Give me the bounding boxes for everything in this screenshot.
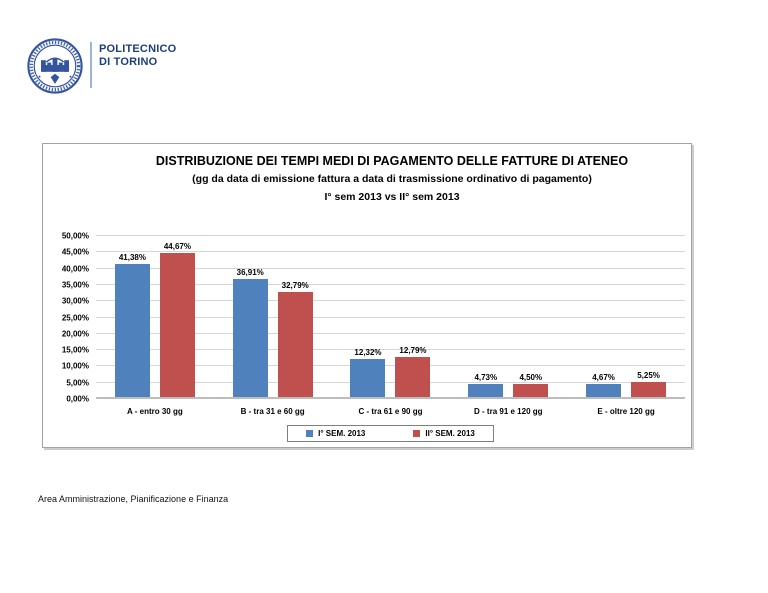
bar-group: 4,73% 4,50% D - tra 91 e 120 gg xyxy=(449,236,567,416)
bar-series-2 xyxy=(513,384,549,399)
legend-item: II° SEM. 2013 xyxy=(413,429,475,438)
bar-wrap: 5,25% xyxy=(631,371,667,399)
bar-wrap: 12,79% xyxy=(395,346,431,399)
y-tick-label: 30,00% xyxy=(61,296,89,306)
bar-wrap: 36,91% xyxy=(232,268,268,399)
legend-label: I° SEM. 2013 xyxy=(318,429,366,438)
logo-line2: DI TORINO xyxy=(99,55,158,68)
x-category-label: D - tra 91 e 120 gg xyxy=(474,407,543,416)
chart-title: DISTRIBUZIONE DEI TEMPI MEDI DI PAGAMENT… xyxy=(155,154,629,168)
x-category-label: A - entro 30 gg xyxy=(127,407,183,416)
bar-wrap: 44,67% xyxy=(159,242,195,399)
y-tick-label: 45,00% xyxy=(61,247,89,257)
logo-line1: POLITECNICO xyxy=(99,43,177,55)
bar-value-label: 41,38% xyxy=(118,253,146,263)
gridline xyxy=(96,300,685,302)
y-tick-label: 20,00% xyxy=(61,329,89,339)
chart-subtitle: (gg da data di emissione fattura a data … xyxy=(192,173,592,185)
y-tick-label: 5,00% xyxy=(66,378,89,388)
politecnico-seal-icon xyxy=(27,38,83,94)
plot-area: 0,00% 5,00% 10,00% 15,00% 20,00% 25,00% 30,00%… xyxy=(62,232,685,416)
bar-series-1 xyxy=(586,383,622,399)
politecnico-logo: POLITECNICO DI TORINO xyxy=(26,36,176,96)
bar-series-1 xyxy=(232,278,268,399)
bar-value-label: 4,50% xyxy=(519,373,543,383)
bar-group: 41,38% 44,67% A - entro 30 gg xyxy=(96,236,214,416)
bar-series-2 xyxy=(395,357,431,399)
bar-series-2 xyxy=(159,253,195,399)
chart-subtitle2: I° sem 2013 vs II° sem 2013 xyxy=(324,191,460,203)
footer-text: Area Amministrazione, Pianificazione e F… xyxy=(38,494,229,504)
bar-series-1 xyxy=(114,264,150,399)
bar-group: 36,91% 32,79% B - tra 31 e 60 gg xyxy=(214,236,332,416)
y-tick-label: 15,00% xyxy=(61,345,89,355)
y-tick-label: 35,00% xyxy=(61,280,89,290)
bar-value-label: 44,67% xyxy=(163,242,191,252)
bar-value-label: 36,91% xyxy=(236,267,264,277)
logo-text: POLITECNICO DI TORINO xyxy=(99,43,176,69)
bar-groups: 41,38% 44,67% A - entro 30 gg 36,91% 32,79% B… xyxy=(96,236,685,416)
chart-legend: I° SEM. 2013 II° SEM. 2013 xyxy=(287,425,494,442)
y-tick-label: 40,00% xyxy=(61,264,89,274)
legend-item: I° SEM. 2013 xyxy=(306,429,365,438)
gridline xyxy=(96,235,685,236)
gridline xyxy=(96,267,685,269)
legend-swatch xyxy=(413,430,421,437)
y-tick-label: 0,00% xyxy=(66,394,89,404)
bar-value-label: 5,25% xyxy=(637,370,660,380)
bar-wrap: 41,38% xyxy=(114,253,150,399)
gridline xyxy=(96,381,685,383)
x-axis-line xyxy=(96,397,685,399)
logo-divider xyxy=(90,42,92,88)
bar-value-label: 32,79% xyxy=(281,281,309,291)
bar-series-1 xyxy=(468,383,504,399)
bar-series-1 xyxy=(350,358,386,399)
legend-label: II° SEM. 2013 xyxy=(425,429,475,438)
bar-wrap: 4,73% xyxy=(468,373,504,399)
x-category-label: C - tra 61 e 90 gg xyxy=(358,407,423,416)
legend-row: I° SEM. 2013 II° SEM. 2013 xyxy=(96,425,685,442)
bar-wrap: 12,32% xyxy=(350,348,386,399)
x-category-label: B - tra 31 e 60 gg xyxy=(240,407,305,416)
bar-group: 12,32% 12,79% C - tra 61 e 90 gg xyxy=(332,236,450,416)
bar-wrap: 32,79% xyxy=(277,281,313,399)
y-tick-label: 25,00% xyxy=(61,313,89,322)
bar-wrap: 4,67% xyxy=(586,373,622,399)
y-tick-label: 10,00% xyxy=(61,361,89,371)
bar-value-label: 12,79% xyxy=(399,346,427,356)
bar-series-2 xyxy=(277,292,313,399)
bar-value-label: 4,67% xyxy=(592,372,615,382)
gridline xyxy=(96,251,685,253)
y-tick-label: 50,00% xyxy=(61,231,89,241)
gridline xyxy=(96,316,685,318)
x-category-label: E - oltre 120 gg xyxy=(597,407,655,416)
bar-series-2 xyxy=(631,381,667,399)
bar-wrap: 4,50% xyxy=(513,373,549,399)
bar-group: 4,67% 5,25% E - oltre 120 gg xyxy=(567,236,685,416)
gridline xyxy=(96,332,685,334)
gridline xyxy=(96,349,685,351)
bar-value-label: 4,73% xyxy=(474,372,498,382)
gridline xyxy=(96,283,685,285)
bar-value-label: 12,32% xyxy=(354,347,382,357)
chart-container: DISTRIBUZIONE DEI TEMPI MEDI DI PAGAMENT… xyxy=(42,143,692,448)
legend-swatch xyxy=(306,430,314,437)
gridline xyxy=(96,365,685,367)
